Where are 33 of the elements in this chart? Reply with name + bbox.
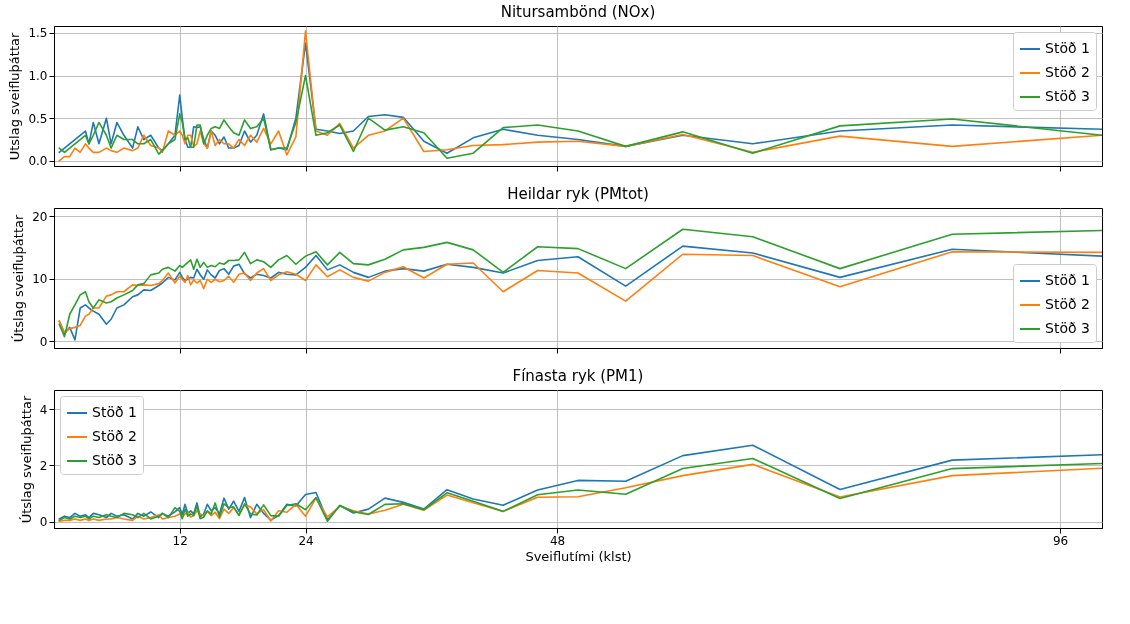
legend-label: Stöð 3 — [1045, 320, 1090, 336]
legend-label: Stöð 2 — [92, 428, 137, 444]
y-tick-label: 1.5 — [28, 26, 48, 41]
y-tick-label: 0 — [39, 515, 48, 530]
y-tick-label: 4 — [39, 402, 48, 417]
chart-title: Fínasta ryk (PM1) — [512, 367, 644, 385]
legend-label: Stöð 1 — [1045, 272, 1090, 288]
y-tick-label: 0 — [39, 334, 48, 349]
x-tick-label: 96 — [1052, 533, 1069, 548]
x-tick-label: 48 — [549, 533, 566, 548]
y-tick-label: 10 — [32, 272, 48, 287]
legend-label: Stöð 1 — [92, 404, 137, 420]
y-axis-title: Utslag sveifluþáttar — [7, 32, 23, 161]
y-axis-title: Útslag sveifluþáttar — [18, 395, 34, 524]
chart-title: Nitursambönd (NOx) — [500, 3, 656, 21]
legend-label: Stöð 3 — [92, 452, 137, 468]
y-tick-label: 0.5 — [28, 111, 48, 126]
line-series — [58, 444, 1102, 521]
line-series — [58, 42, 1102, 154]
legend-label: Stöð 3 — [1045, 88, 1090, 104]
legend-label: Stöð 1 — [1045, 40, 1090, 56]
y-tick-label: 0.0 — [28, 154, 48, 169]
line-series — [58, 228, 1102, 338]
y-tick-label: 2 — [39, 458, 48, 473]
x-tick-label: 12 — [172, 533, 188, 548]
y-axis-title: Útslag sveifluþáttar — [11, 214, 27, 343]
legend-label: Stöð 2 — [1045, 296, 1090, 312]
legend-label: Stöð 2 — [1045, 64, 1090, 80]
x-tick-label: 24 — [298, 533, 314, 548]
y-tick-label: 20 — [32, 209, 48, 224]
y-tick-label: 1.0 — [28, 69, 48, 84]
chart-title: Heildar ryk (PMtot) — [507, 185, 649, 203]
x-axis-title: Sveiflutími (klst) — [525, 548, 632, 564]
